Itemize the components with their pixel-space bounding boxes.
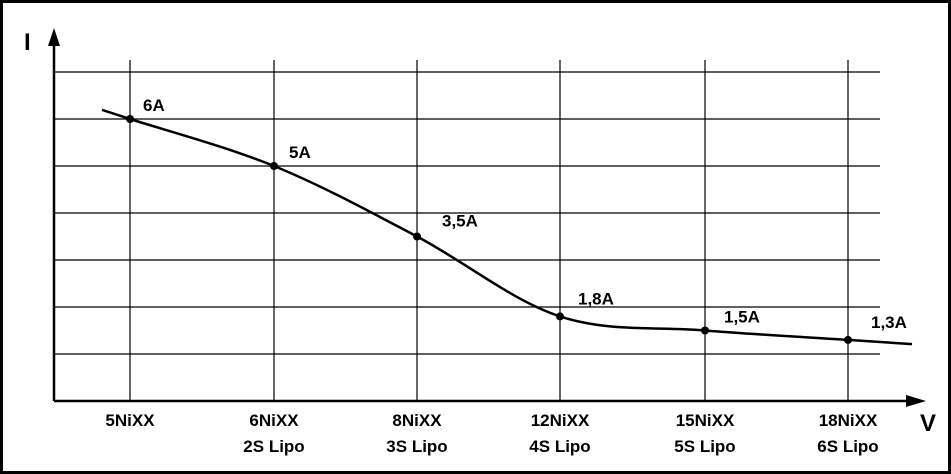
data-point xyxy=(556,312,564,321)
data-point xyxy=(844,335,852,344)
x-tick-label-line: 5S Lipo xyxy=(674,437,735,456)
x-tick-label-line: 12NiXX xyxy=(531,411,590,430)
data-label: 1,3A xyxy=(871,313,907,332)
data-label: 1,8A xyxy=(578,289,614,308)
x-tick-label-line: 18NiXX xyxy=(819,411,878,430)
x-tick-label-line: 8NiXX xyxy=(392,411,442,430)
x-tick-labels: 5NiXX 6NiXX 2S Lipo 8NiXX 3S Lipo 12NiXX 4S Li… xyxy=(105,411,878,456)
x-tick-label: 6NiXX 2S Lipo xyxy=(243,411,304,456)
grid xyxy=(54,60,880,401)
data-label: 3,5A xyxy=(442,212,478,231)
data-label: 5A xyxy=(289,143,311,162)
x-tick-label-line: 3S Lipo xyxy=(386,437,447,456)
data-label: 6A xyxy=(143,96,165,115)
x-tick-label-line: 4S Lipo xyxy=(529,437,590,456)
data-point xyxy=(126,115,134,123)
x-tick-label: 12NiXX 4S Lipo xyxy=(529,411,590,456)
x-tick-label: 15NiXX 5S Lipo xyxy=(674,411,735,456)
x-tick-label-line: 6NiXX xyxy=(249,411,299,430)
x-tick-label: 8NiXX 3S Lipo xyxy=(386,411,447,456)
x-tick-label-line: 6S Lipo xyxy=(817,437,878,456)
data-label: 1,5A xyxy=(724,308,760,327)
x-tick-label-line: 15NiXX xyxy=(676,411,735,430)
x-tick-label-line: 2S Lipo xyxy=(243,437,304,456)
data-point xyxy=(270,162,278,170)
x-tick-label: 18NiXX 6S Lipo xyxy=(817,411,878,456)
y-axis-label: I xyxy=(24,29,31,56)
axes: I V xyxy=(24,28,936,437)
x-tick-label-line: 5NiXX xyxy=(105,411,155,430)
y-axis-arrow xyxy=(48,28,60,46)
x-axis-arrow xyxy=(906,395,926,407)
series-line xyxy=(101,108,913,346)
data-point xyxy=(413,232,421,241)
data-point xyxy=(701,326,709,335)
x-axis-label: V xyxy=(920,410,936,437)
data-points: 6A 5A 3,5A 1,8A 1,5A 1,3A xyxy=(126,96,907,344)
x-tick-label: 5NiXX xyxy=(105,411,155,430)
